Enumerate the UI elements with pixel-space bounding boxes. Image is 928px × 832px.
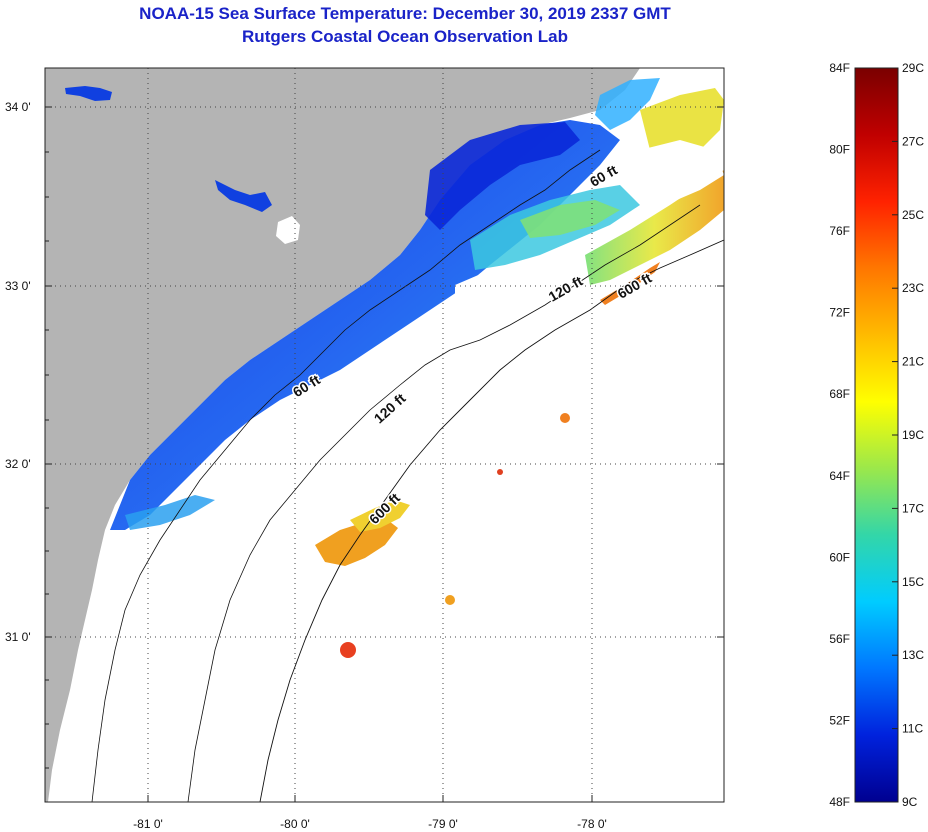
colorbar-f-label: 56F — [829, 632, 850, 646]
sst-coastal-south — [125, 495, 215, 530]
sst-warm-south — [315, 518, 398, 566]
colorbar-f-label: 76F — [829, 224, 850, 238]
lat-tick-33: 33 0' — [5, 279, 31, 293]
colorbar-f-label: 72F — [829, 306, 850, 320]
colorbar-c-label: 9C — [902, 795, 918, 809]
sst-cyan-ne — [595, 78, 660, 130]
graticule — [45, 68, 724, 802]
colorbar-c-label: 11C — [902, 722, 923, 736]
map-subtitle: Rutgers Coastal Ocean Observation Lab — [242, 27, 568, 46]
colorbar-c-label: 17C — [902, 501, 924, 515]
colorbar-scale — [854, 67, 899, 803]
colorbar-c-label: 19C — [902, 428, 924, 442]
frame-ticks — [45, 106, 724, 802]
colorbar-c-label: 21C — [902, 355, 924, 369]
colorbar-c-label: 13C — [902, 648, 924, 662]
sst-warm-speck-4 — [497, 469, 503, 475]
colorbar-f-label: 52F — [829, 713, 850, 727]
colorbar-c-label: 15C — [902, 575, 924, 589]
colorbar-f-label: 80F — [829, 143, 850, 157]
colorbar-c-label: 29C — [902, 61, 924, 75]
lon-tick-80: -80 0' — [280, 817, 310, 831]
sst-warm-speck-3 — [560, 413, 570, 423]
colorbar-f-label: 68F — [829, 387, 850, 401]
sst-warm-speck-1 — [445, 595, 455, 605]
lat-tick-32: 32 0' — [5, 457, 31, 471]
colorbar-f-label: 48F — [829, 795, 850, 809]
colorbar-ticks: 84F 80F 76F 72F 68F 64F 60F 56F 52F 48F 29C 27C 25C 2… — [829, 61, 924, 809]
lon-tick-79: -79 0' — [428, 817, 458, 831]
sst-cold-band — [110, 120, 620, 530]
map-frame — [44, 67, 725, 803]
map-title: NOAA-15 Sea Surface Temperature: Decembe… — [139, 4, 671, 23]
inland-lake-marion — [215, 180, 272, 212]
colorbar-c-label: 27C — [902, 134, 924, 148]
colorbar-f-label: 64F — [829, 469, 850, 483]
lat-tick-34: 34 0' — [5, 100, 31, 114]
cloud-cover-ne — [625, 140, 724, 205]
land-mass — [45, 68, 640, 802]
lat-tick-31: 31 0' — [5, 630, 31, 644]
colorbar-c-label: 25C — [902, 208, 924, 222]
sst-warm-speck-2 — [340, 642, 356, 658]
contour-600ft-line — [259, 239, 724, 802]
cloud-cover-mid — [455, 270, 520, 305]
sst-green-patch — [520, 200, 620, 238]
sst-deep-blue-patch — [425, 122, 580, 230]
lon-tick-81: -81 0' — [133, 817, 163, 831]
inland-cloud-spot — [276, 216, 300, 244]
sst-yellow-south — [350, 500, 410, 532]
colorbar-c-label: 23C — [902, 281, 924, 295]
lon-tick-78: -78 0' — [577, 817, 607, 831]
sst-orange-streak-ne — [600, 262, 660, 305]
colorbar-f-label: 60F — [829, 550, 850, 564]
contour-60ft-line — [91, 149, 601, 802]
contour-120ft-line — [187, 204, 701, 802]
colorbar-f-label: 84F — [829, 61, 850, 75]
inland-lake-north — [65, 86, 112, 101]
